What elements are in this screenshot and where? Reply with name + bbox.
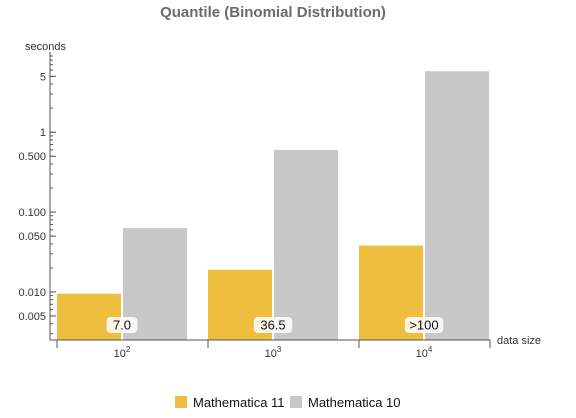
speedup-label: >100 bbox=[409, 318, 438, 333]
axes-group: 0.005 0.010 0.050 0.100 0.500 1 5 102 103 104 bbox=[18, 52, 491, 360]
y-tick-label: 0.050 bbox=[18, 231, 46, 243]
bar-labels-group: 7.0 36.5 >100 bbox=[106, 317, 444, 333]
y-tick-label: 0.010 bbox=[18, 287, 46, 299]
legend-swatch bbox=[290, 396, 302, 408]
bar-mathematica-11-0 bbox=[57, 293, 121, 340]
chart-title: Quantile (Binomial Distribution) bbox=[160, 4, 386, 21]
x-tick-label: 103 bbox=[265, 345, 282, 360]
x-tick-label: 104 bbox=[416, 345, 433, 360]
y-tick-label: 5 bbox=[40, 71, 46, 83]
bar-mathematica-10-2 bbox=[425, 71, 489, 341]
y-tick-label: 0.005 bbox=[18, 311, 46, 323]
speedup-label: 7.0 bbox=[113, 318, 131, 333]
speedup-label-box bbox=[253, 317, 293, 333]
y-axis-label: seconds bbox=[25, 41, 66, 53]
y-tick-label: 1 bbox=[40, 127, 46, 139]
x-tick-label: 102 bbox=[114, 345, 131, 360]
x-axis-label: data size bbox=[497, 335, 541, 347]
y-tick-label: 0.100 bbox=[18, 207, 46, 219]
bars-group bbox=[57, 71, 489, 341]
legend-swatch bbox=[175, 396, 187, 408]
y-tick-label: 0.500 bbox=[18, 151, 46, 163]
bar-mathematica-10-1 bbox=[274, 149, 338, 340]
speedup-label-box bbox=[106, 317, 138, 333]
speedup-label: 36.5 bbox=[260, 318, 285, 333]
legend-label: Mathematica 10 bbox=[308, 395, 401, 410]
legend: Mathematica 11 Mathematica 10 bbox=[175, 395, 401, 410]
legend-label: Mathematica 11 bbox=[193, 395, 285, 410]
speedup-label-box bbox=[404, 317, 444, 333]
